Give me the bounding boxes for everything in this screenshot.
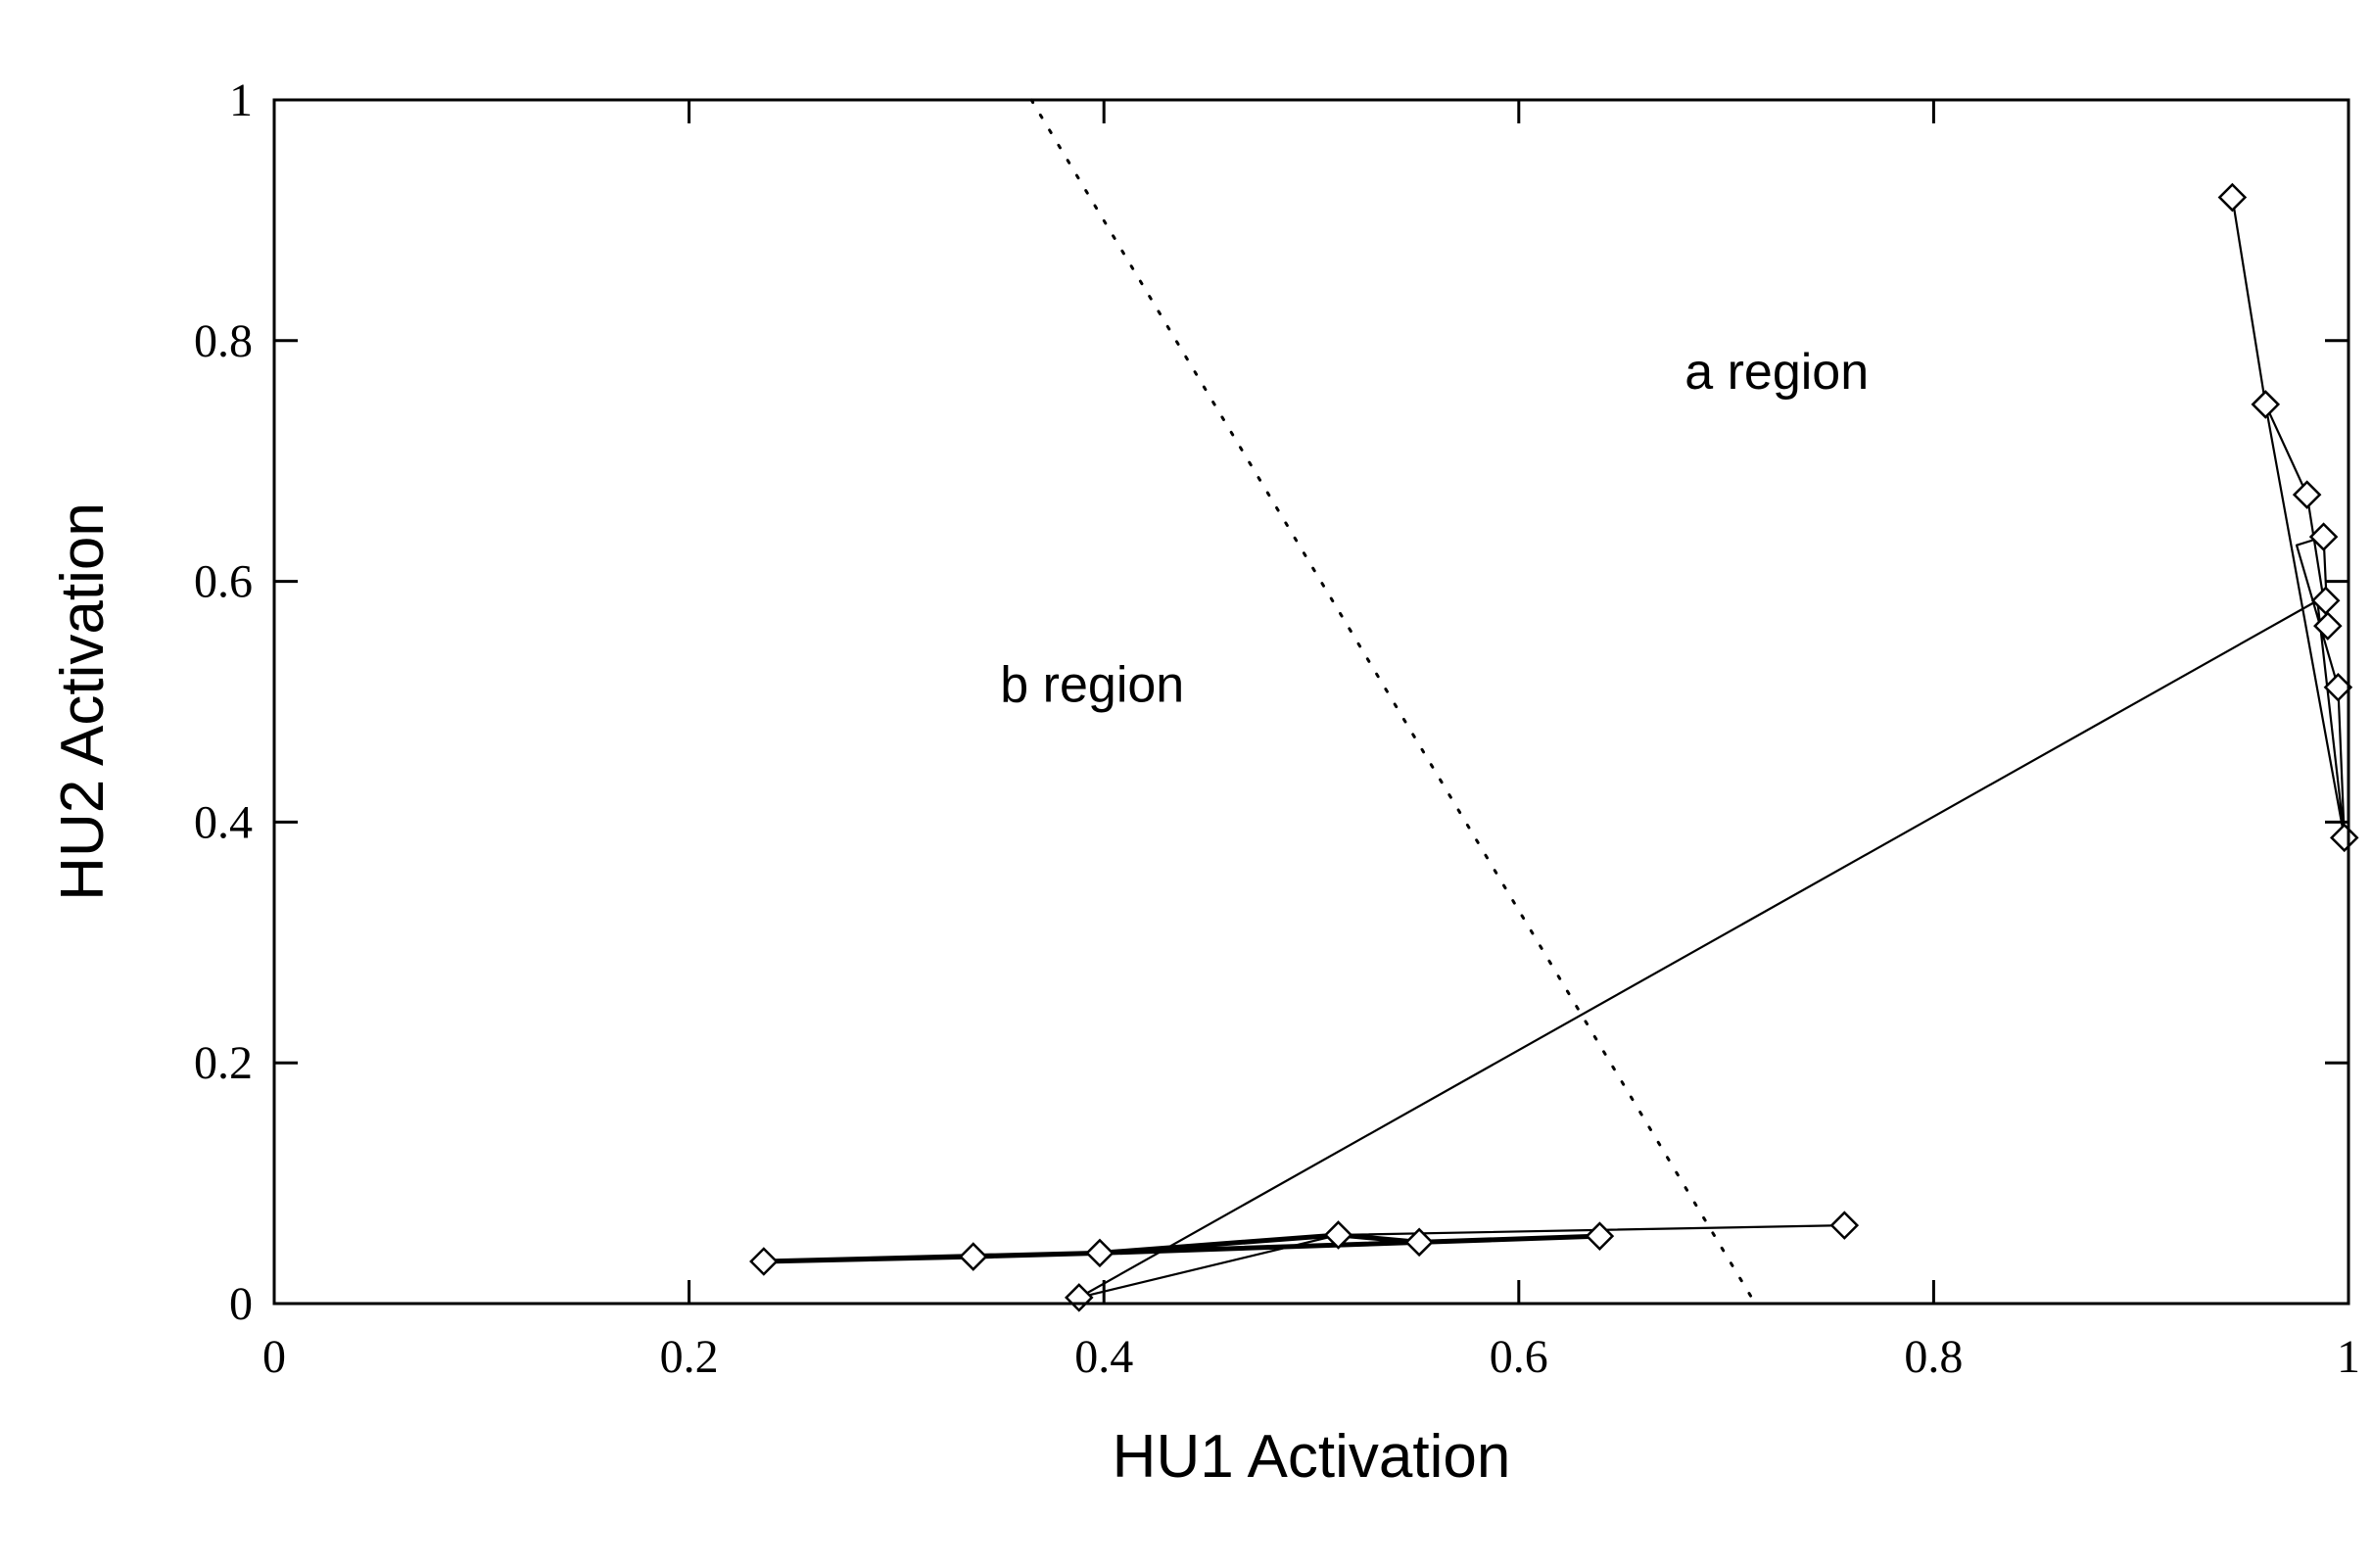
data-point-marker bbox=[2292, 480, 2322, 509]
x-tick-label: 1 bbox=[2337, 1331, 2360, 1383]
data-point-marker bbox=[1404, 1227, 1434, 1258]
y-tick-label: 0 bbox=[229, 1278, 253, 1330]
y-tick-labels: 0 0.2 0.4 0.6 0.8 1 bbox=[194, 74, 253, 1330]
y-tick-label: 0.8 bbox=[194, 315, 253, 367]
data-point-marker bbox=[1585, 1221, 1615, 1251]
annotations: a region b region bbox=[1000, 344, 1869, 714]
x-tick-label: 0.4 bbox=[1074, 1331, 1133, 1383]
trajectory-line bbox=[1078, 196, 2346, 1299]
data-point-marker bbox=[2313, 611, 2343, 641]
data-point-marker bbox=[2251, 390, 2281, 419]
data-point-marker bbox=[1065, 1283, 1094, 1312]
data-point-marker bbox=[1323, 1220, 1353, 1250]
region-label: b region bbox=[1000, 657, 1184, 714]
y-tick-label: 0.6 bbox=[194, 556, 253, 608]
axis-ticks bbox=[272, 98, 2350, 1306]
y-tick-label: 0.2 bbox=[194, 1037, 253, 1089]
data-point-marker bbox=[1085, 1238, 1115, 1268]
data-point-marker bbox=[958, 1242, 988, 1271]
data-point-marker bbox=[2217, 182, 2248, 213]
region-label: a region bbox=[1684, 344, 1869, 401]
trajectory-line bbox=[1078, 1224, 1845, 1299]
x-axis-title: HU1 Activation bbox=[1113, 1423, 1511, 1491]
y-tick-label: 0.4 bbox=[194, 796, 253, 848]
x-tick-label: 0.8 bbox=[1904, 1331, 1963, 1383]
plot-frame bbox=[272, 98, 2350, 1306]
data-point-marker bbox=[2329, 823, 2359, 853]
x-tick-label: 0.2 bbox=[660, 1331, 719, 1383]
x-tick-label: 0.6 bbox=[1490, 1331, 1548, 1383]
marker-group bbox=[749, 182, 2359, 1312]
y-axis-title: HU2 Activation bbox=[49, 502, 117, 901]
data-point-marker bbox=[2323, 672, 2353, 702]
data-point-marker bbox=[2310, 586, 2341, 616]
series-group bbox=[763, 196, 2346, 1299]
x-tick-labels: 0 0.2 0.4 0.6 0.8 1 bbox=[262, 1331, 2360, 1383]
x-tick-label: 0 bbox=[262, 1331, 286, 1383]
data-point-marker bbox=[749, 1247, 779, 1276]
data-point-marker bbox=[2308, 522, 2339, 551]
y-tick-label: 1 bbox=[229, 74, 253, 126]
trajectory-line bbox=[763, 1232, 1602, 1264]
data-point-marker bbox=[1829, 1211, 1860, 1240]
